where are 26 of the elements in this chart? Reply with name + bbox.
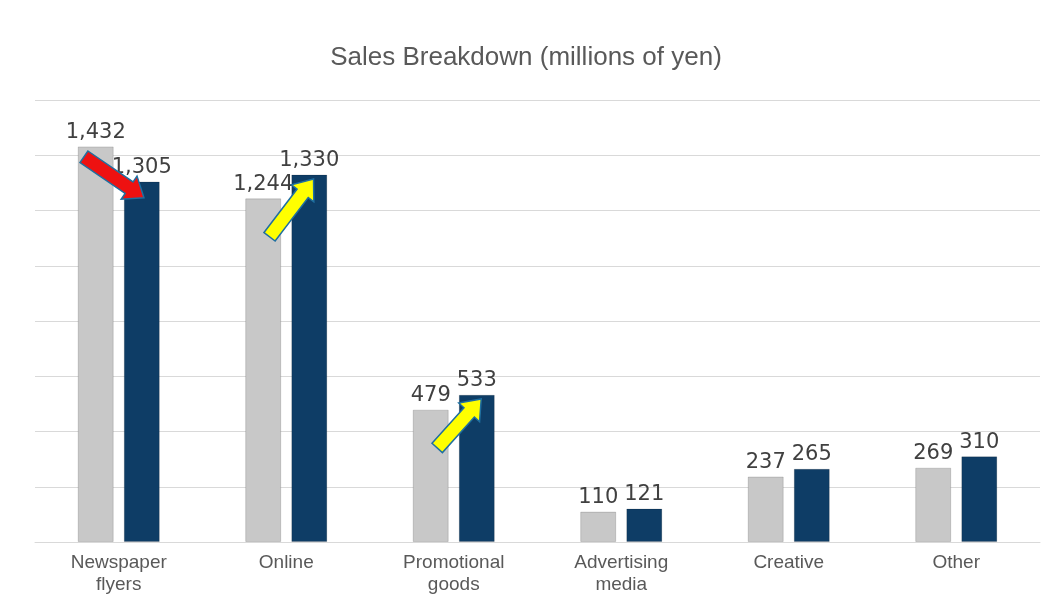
data-label: 310 xyxy=(959,428,1000,453)
bar xyxy=(747,476,784,542)
bar xyxy=(915,467,952,542)
x-tick-label: Advertising media xyxy=(574,550,669,594)
x-tick-label: Promotional goods xyxy=(403,550,505,594)
data-label: 1,330 xyxy=(279,147,340,172)
x-tick-label: Creative xyxy=(753,550,825,572)
chart-title: Sales Breakdown (millions of yen) xyxy=(330,41,722,71)
x-tick-label: Other xyxy=(932,550,981,572)
data-label: 237 xyxy=(745,449,786,474)
data-label: 269 xyxy=(913,440,954,465)
data-label: 1,244 xyxy=(233,170,294,195)
bar xyxy=(580,511,617,542)
bar xyxy=(961,456,998,542)
x-tick-label: Online xyxy=(258,550,314,572)
bar xyxy=(626,508,663,542)
data-label: 265 xyxy=(791,441,832,466)
data-label: 1,305 xyxy=(111,153,172,178)
data-label: 479 xyxy=(410,382,451,407)
data-label: 110 xyxy=(578,484,619,509)
bar xyxy=(793,468,830,542)
data-label: 533 xyxy=(456,367,497,392)
x-tick-label: Newspaper flyers xyxy=(70,550,168,594)
bar xyxy=(412,409,449,542)
data-label: 1,432 xyxy=(65,118,126,143)
data-label: 121 xyxy=(624,481,665,506)
